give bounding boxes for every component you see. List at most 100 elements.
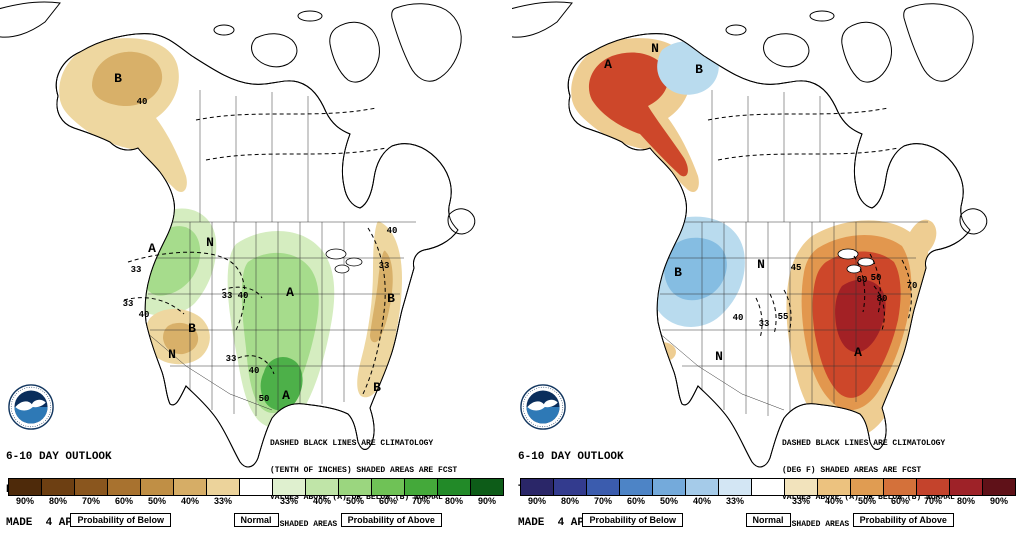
- colorbar-cell: 60%: [108, 479, 141, 506]
- colorbar-percent-label: 70%: [411, 496, 431, 506]
- colorbar-cell: [752, 479, 785, 495]
- region-yukon-below: [657, 41, 719, 95]
- great-lake: [325, 248, 347, 260]
- baffin-island: [329, 21, 380, 83]
- note-line: (DEG F) SHADED AREAS ARE FCST: [782, 466, 922, 475]
- colorbar-percent-label: 60%: [378, 496, 398, 506]
- colorbar-percent-label: 70%: [923, 496, 943, 506]
- colorbar-cell: 50%: [141, 479, 174, 506]
- colorbar-percent-label: 50%: [857, 496, 877, 506]
- map-annotation: A: [286, 285, 294, 300]
- colorbar-cell: 60%: [372, 479, 405, 506]
- title-line-outlook: 6-10 DAY OUTLOOK: [6, 451, 112, 463]
- colorbar-percent-label: 40%: [692, 496, 712, 506]
- map-annotation: 33: [379, 261, 390, 271]
- colorbar-percent-label: 50%: [345, 496, 365, 506]
- above-caption: Probability of Above: [340, 513, 442, 527]
- colorbar-percent-label: 80%: [560, 496, 580, 506]
- map-annotation: 33: [123, 299, 134, 309]
- note-line: DASHED BLACK LINES ARE CLIMATOLOGY: [782, 439, 946, 448]
- map-annotation: N: [715, 349, 723, 364]
- coastline-outline: [55, 33, 459, 468]
- state-borders: [657, 90, 928, 416]
- normal-caption: Normal: [233, 513, 279, 527]
- colorbar-percent-label: 50%: [659, 496, 679, 506]
- coastline-outline: [567, 33, 971, 468]
- legend-captions: Probability of Below Normal Probability …: [520, 512, 1016, 528]
- colorbar-cell: 40%: [306, 479, 339, 506]
- probability-colorbar: 90% 80% 70% 60% 50% 40% 33% 33% 40% 50% 60% 70% 80% 9…: [520, 478, 1016, 506]
- baffin-island: [841, 21, 892, 83]
- region-southwest-above-small: [648, 342, 676, 362]
- map-annotation: N: [168, 347, 176, 362]
- below-caption: Probability of Below: [582, 513, 683, 527]
- colorbar-percent-label: 33%: [213, 496, 233, 506]
- map-annotation: 33: [222, 291, 233, 301]
- colorbar-percent-label: 33%: [279, 496, 299, 506]
- colorbar-cell: 90%: [471, 479, 503, 506]
- map-annotation: 60: [857, 275, 868, 285]
- map-annotation: A: [282, 388, 290, 403]
- colorbar-percent-label: 90%: [15, 496, 35, 506]
- precip-shaded-regions: [59, 38, 402, 429]
- colorbar-cell: 60%: [884, 479, 917, 506]
- colorbar-cell: 80%: [554, 479, 587, 506]
- colorbar-percent-label: 60%: [626, 496, 646, 506]
- map-annotation: 33: [226, 354, 237, 364]
- map-annotation: 70: [907, 281, 918, 291]
- region-southwest-below-core: [163, 322, 199, 355]
- map-annotation: 45: [791, 263, 802, 273]
- below-caption: Probability of Below: [70, 513, 171, 527]
- colorbar-percent-label: 50%: [147, 496, 167, 506]
- colorbar-cell: 90%: [9, 479, 42, 506]
- colorbar-percent-label: 90%: [477, 496, 497, 506]
- region-alaska-below-core: [92, 51, 163, 107]
- above-caption: Probability of Above: [852, 513, 954, 527]
- great-lake: [345, 257, 363, 267]
- colorbar-percent-label: 40%: [180, 496, 200, 506]
- colorbar-cell: 50%: [653, 479, 686, 506]
- map-annotation: B: [114, 71, 122, 86]
- arctic-island: [297, 10, 323, 22]
- map-annotation: 50: [259, 394, 270, 404]
- temp-map-annotations: A N B B N 45 40 33 55 N 60 50 70 80 A: [604, 41, 917, 364]
- precipitation-panel: B 40 A N 33 33 40 B N 33 33 40 A 40 50 A 40 33 B B 6-10 DAY…: [0, 1, 504, 529]
- climatology-contours: [123, 107, 387, 397]
- victoria-island: [251, 33, 298, 68]
- arctic-island: [809, 10, 835, 22]
- map-annotation: 33: [131, 265, 142, 275]
- map-annotation: 50: [871, 273, 882, 283]
- colorbar-percent-label: 33%: [791, 496, 811, 506]
- colorbar-percent-label: 70%: [81, 496, 101, 506]
- temperature-panel: A N B B N 45 40 33 55 N 60 50 70 80 A 6-10 DAY OUTLOOK…: [512, 0, 1024, 534]
- colorbar-percent-label: 90%: [527, 496, 547, 506]
- map-annotation: B: [695, 62, 703, 77]
- normal-caption: Normal: [745, 513, 791, 527]
- greenland: [903, 3, 974, 82]
- colorbar-cell: 40%: [686, 479, 719, 506]
- noaa-logo-icon: [8, 384, 54, 430]
- map-annotation: A: [854, 345, 862, 360]
- colorbar-percent-label: 60%: [890, 496, 910, 506]
- region-eastcoast-below-core: [370, 250, 393, 343]
- map-annotation: 40: [249, 366, 260, 376]
- map-annotation: B: [387, 291, 395, 306]
- great-lake: [857, 257, 875, 267]
- map-annotation: B: [188, 321, 196, 336]
- region-west-below-mid: [664, 237, 727, 301]
- colorbar-percent-label: 80%: [444, 496, 464, 506]
- colorbar-percent-label: 90%: [989, 496, 1009, 506]
- map-annotation: A: [604, 57, 612, 72]
- colorbar-cell: 70%: [917, 479, 950, 506]
- colorbar-percent-label: 80%: [48, 496, 68, 506]
- great-lake: [837, 248, 859, 260]
- colorbar-cell: 70%: [587, 479, 620, 506]
- colorbar-cell: 33%: [785, 479, 818, 506]
- note-line: DASHED BLACK LINES ARE CLIMATOLOGY: [270, 439, 434, 448]
- title-line-outlook: 6-10 DAY OUTLOOK: [518, 451, 624, 463]
- colorbar-cell: 33%: [719, 479, 752, 506]
- colorbar-cell: 80%: [42, 479, 75, 506]
- colorbar-cell: 60%: [620, 479, 653, 506]
- colorbar-cell: 70%: [75, 479, 108, 506]
